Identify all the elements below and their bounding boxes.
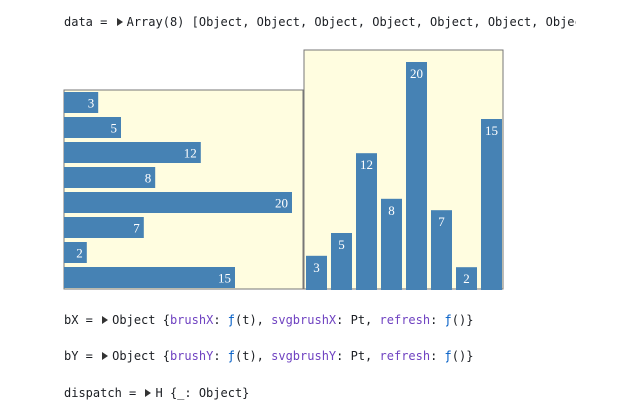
property-key: refresh [379, 313, 431, 327]
property-key: svgbrushY [271, 349, 337, 363]
property-key: refresh [379, 349, 431, 363]
data-cell-output: data = Array(8) [Object, Object, Object,… [64, 15, 576, 29]
horizontal-bar [64, 117, 121, 138]
by-cell-output: bY = Object {brushY: ƒ(t), svgbrushY: Pt… [64, 349, 474, 363]
horizontal-bar [64, 92, 99, 113]
value-preview: [Object, Object, Object, Object, Object,… [191, 15, 576, 29]
variable-name: bX [64, 313, 79, 327]
horizontal-bar [64, 242, 87, 263]
vertical-bar-label: 3 [313, 260, 320, 275]
vertical-bar-label: 5 [338, 237, 345, 252]
horizontal-bar-label: 12 [184, 146, 197, 161]
expand-triangle-icon[interactable] [145, 389, 152, 397]
vertical-bar [431, 210, 452, 290]
variable-name: bY [64, 349, 79, 363]
horizontal-bar [64, 192, 292, 213]
value-type[interactable]: H [155, 386, 170, 400]
vertical-bar-label: 8 [388, 203, 395, 218]
value-type[interactable]: Object [112, 313, 163, 327]
vertical-bar [406, 62, 427, 290]
vertical-bar [306, 255, 327, 290]
expand-triangle-icon[interactable] [102, 316, 109, 324]
horizontal-bar-chart: 3 5 12 8 20 7 2 15 [64, 92, 292, 288]
horizontal-bar-label: 7 [133, 221, 140, 236]
horizontal-bar-label: 5 [111, 121, 118, 136]
expand-triangle-icon[interactable] [102, 352, 109, 360]
vertical-bar-label: 15 [485, 123, 498, 138]
variable-name: dispatch [64, 386, 122, 400]
variable-name: data [64, 15, 93, 29]
function-icon: ƒ [227, 313, 235, 327]
horizontal-bar [64, 167, 156, 188]
horizontal-bar-label: 15 [218, 271, 231, 286]
horizontal-bar [64, 217, 144, 238]
horizontal-bar-label: 20 [275, 196, 288, 211]
horizontal-bar [64, 267, 235, 288]
vertical-bar-label: 7 [438, 214, 445, 229]
vertical-bar-label: 2 [463, 271, 470, 286]
vertical-bar-chart: 3 5 12 8 20 7 2 15 [306, 62, 502, 290]
horizontal-bar-label: 8 [145, 171, 152, 186]
function-icon: ƒ [227, 349, 235, 363]
function-icon: ƒ [444, 349, 452, 363]
vertical-bar [456, 267, 477, 290]
horizontal-bar-label: 2 [76, 246, 83, 261]
dispatch-cell-output: dispatch = H {_: Object} [64, 386, 250, 400]
vertical-bar [381, 198, 402, 290]
function-icon: ƒ [444, 313, 452, 327]
horizontal-bar [64, 142, 201, 163]
value-type[interactable]: Array(8) [126, 15, 185, 29]
property-key: brushX [169, 313, 214, 327]
vertical-bar-label: 20 [410, 66, 423, 81]
expand-triangle-icon[interactable] [116, 18, 123, 26]
vertical-bar-label: 12 [360, 157, 373, 172]
vertical-bar [356, 153, 377, 290]
vertical-bar [331, 233, 352, 290]
bx-cell-output: bX = Object {brushX: ƒ(t), svgbrushX: Pt… [64, 313, 474, 327]
value-type[interactable]: Object [112, 349, 163, 363]
vertical-bar [481, 119, 502, 290]
property-key: brushY [169, 349, 214, 363]
horizontal-bar-label: 3 [88, 96, 95, 111]
property-key: svgbrushX [271, 313, 337, 327]
